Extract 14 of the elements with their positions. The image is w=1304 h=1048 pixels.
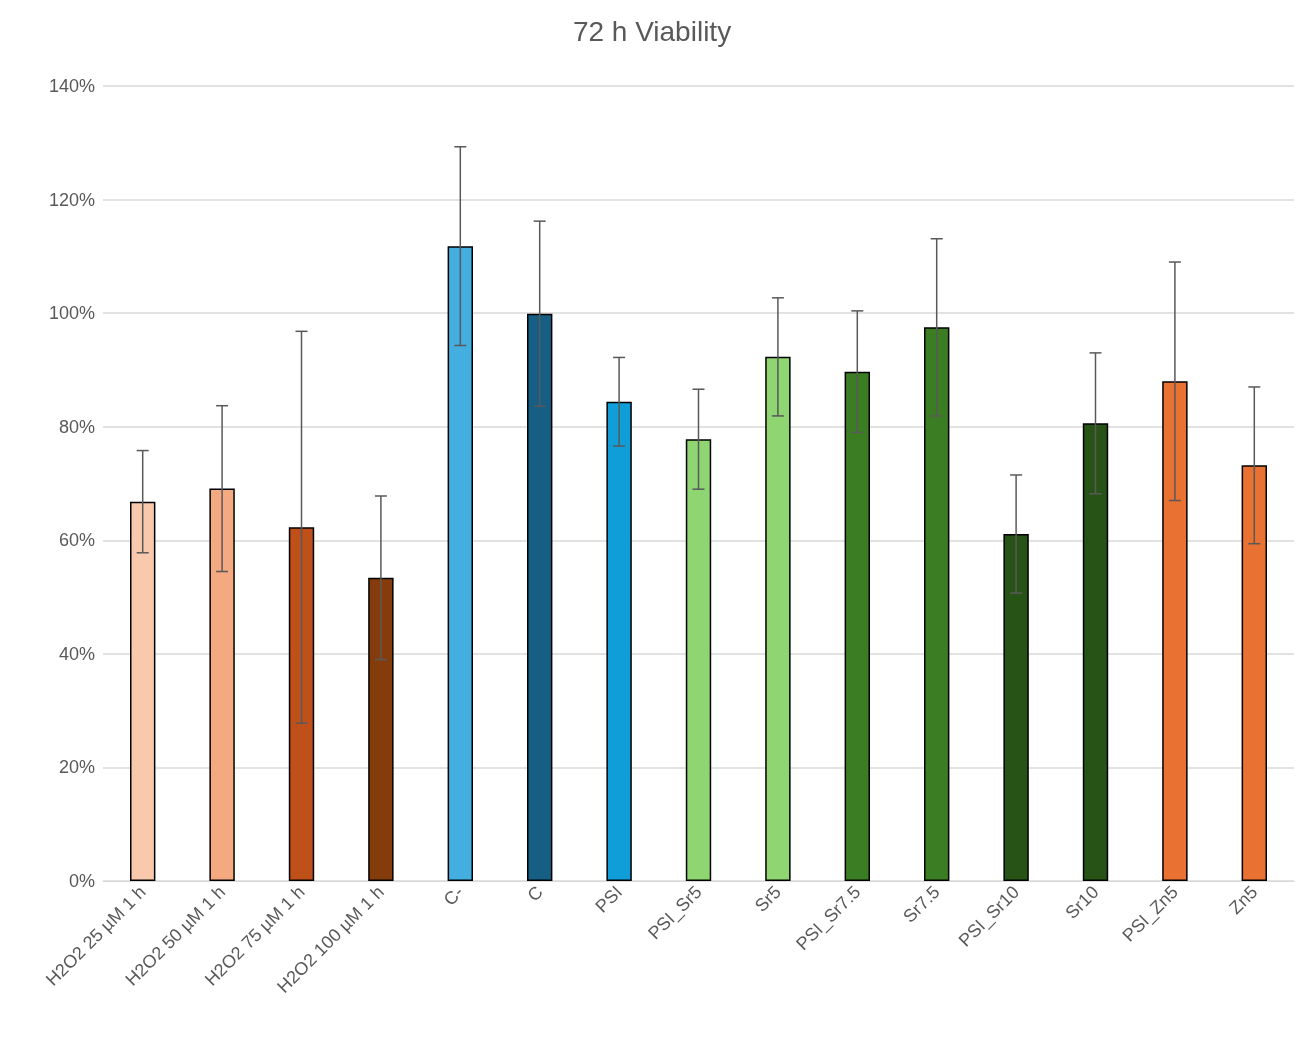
y-tick-label: 100% [48, 303, 95, 324]
x-tick-label: PSI [591, 881, 627, 917]
x-tick-label: Sr5 [751, 881, 785, 916]
x-tick-label: Zn5 [1225, 881, 1262, 918]
y-tick-label: 120% [48, 189, 95, 210]
x-tick-label: C- [439, 881, 468, 910]
y-tick-label: 20% [58, 757, 95, 778]
x-tick-label: C [523, 881, 547, 906]
y-tick-label: 60% [58, 530, 95, 551]
chart-title: 72 h Viability [572, 15, 732, 47]
y-tick-label: 140% [48, 76, 95, 96]
y-tick-label: 40% [58, 643, 95, 664]
y-tick-label: 0% [68, 871, 95, 891]
y-tick-label: 80% [58, 416, 95, 437]
